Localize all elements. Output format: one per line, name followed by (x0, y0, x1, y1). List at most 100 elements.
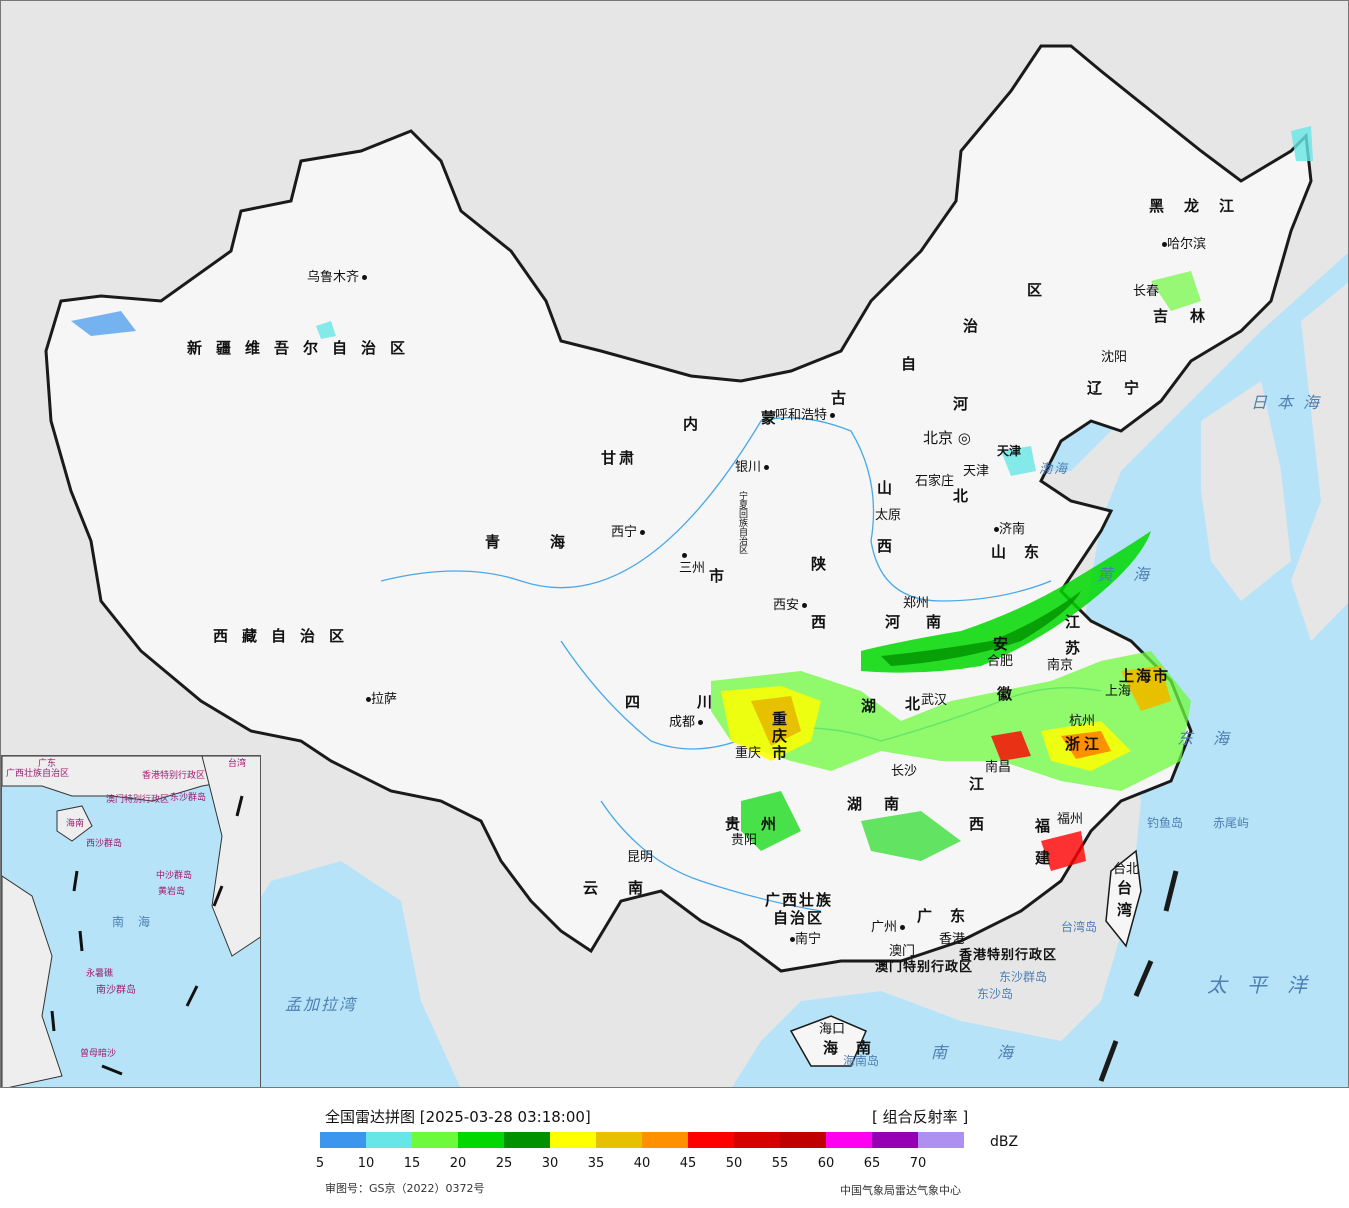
color-swatch-55 (780, 1132, 826, 1148)
province-taiwan-wan: 湾 (1117, 901, 1147, 919)
scale-tick-35: 35 (587, 1156, 605, 1171)
city-chongqing: 重庆 (735, 746, 762, 761)
color-swatch-10 (366, 1132, 412, 1148)
scale-tick-30: 30 (541, 1156, 559, 1171)
city-kunming: 昆明 (627, 850, 654, 865)
province-shanghai: 上海市 (1119, 667, 1171, 685)
scale-tick-60: 60 (817, 1156, 835, 1171)
province-guangxi-2: 自治区 (773, 909, 825, 927)
province-anhui-hui: 徽 (997, 685, 1027, 703)
island-dongsha-qundao: 东沙群岛 (999, 970, 1048, 984)
island-hainan: 海南岛 (843, 1054, 880, 1068)
color-swatch-25 (504, 1132, 550, 1148)
color-swatch-15 (412, 1132, 458, 1148)
boundary-dashes (1098, 870, 1179, 1082)
city-shanghai: 上海 (1105, 684, 1132, 699)
scale-tick-45: 45 (679, 1156, 697, 1171)
city-hangzhou: 杭州 (1069, 714, 1096, 729)
province-shaanxi-shan: 陕 (811, 555, 841, 573)
scale-tick-20: 20 (449, 1156, 467, 1171)
scale-tick-65: 65 (863, 1156, 881, 1171)
province-guangxi-1: 广西壮族 (765, 891, 834, 909)
color-swatch-65 (872, 1132, 918, 1148)
south-china-sea-inset: 广东 广西壮族自治区 台湾 海南 香港特别行政区 澳门特别行政区 东沙群岛 西沙… (1, 755, 261, 1087)
province-liaoning: 辽宁 (1087, 379, 1162, 397)
inset-label-hainan: 海南 (66, 819, 85, 829)
province-jiangsu-jiang: 江 (1065, 613, 1095, 631)
city-changchun: 长春 (1133, 284, 1160, 299)
province-hongkong-sar: 香港特别行政区 (959, 948, 1058, 963)
city-xining: 西宁 (611, 526, 646, 539)
city-changsha: 长沙 (891, 764, 918, 779)
inset-label-huangyan: 黄岩岛 (158, 887, 186, 897)
color-swatch-5 (320, 1132, 366, 1148)
province-neimenggu-nei: 内 (683, 415, 713, 433)
island-taiwan: 台湾岛 (1061, 920, 1098, 934)
legend-title: 全国雷达拼图 [2025-03-28 03:18:00] (325, 1108, 591, 1126)
province-hebei-bei: 北 (953, 487, 983, 505)
province-guizhou-zhou: 州 (761, 815, 791, 833)
inset-label-guangxi: 广西壮族自治区 (6, 769, 70, 779)
province-xizang: 西藏自治区 (213, 627, 359, 645)
province-jiangxi-jiang: 江 (969, 775, 999, 793)
city-lanzhou: 三州 (679, 549, 705, 575)
scale-tick-10: 10 (357, 1156, 375, 1171)
province-taiwan-tai: 台 (1117, 879, 1147, 897)
city-beijing: 北京 ◎ (923, 429, 971, 447)
province-yunnan: 云南 (583, 879, 674, 897)
bay-of-bengal: 孟加拉湾 (285, 995, 358, 1014)
sea-bohai: 渤海 (1039, 462, 1070, 477)
province-jilin: 吉林 (1153, 307, 1228, 325)
city-harbin: 哈尔滨 (1159, 238, 1206, 251)
province-neimenggu-gu: 古 (831, 389, 861, 407)
city-haikou: 海口 (819, 1022, 846, 1037)
inset-label-xisha: 西沙群岛 (86, 839, 123, 849)
city-jinan: 济南 (991, 523, 1025, 536)
city-tianjin: 天津 (963, 464, 990, 479)
province-guangdong: 广东 (917, 907, 984, 925)
city-taiyuan: 太原 (875, 508, 902, 523)
inset-label-nanhai: 南海 (112, 915, 165, 929)
legend-product-name: [ 组合反射率 ] (872, 1108, 969, 1126)
inset-label-guangdong: 广东 (38, 759, 57, 769)
province-chongqing: 重庆市 (770, 711, 788, 762)
province-gansu: 甘肃 (601, 449, 638, 467)
city-chengdu: 成都 (669, 716, 704, 729)
korea-land (1201, 381, 1291, 601)
province-sichuan-si: 四 (625, 693, 655, 711)
inset-label-zhongsha: 中沙群岛 (156, 871, 193, 881)
province-sichuan-chuan: 川 (697, 693, 727, 711)
legend-panel (0, 1088, 1349, 1208)
radar-map[interactable]: 新疆维吾尔自治区 西藏自治区 青海 甘肃 内 蒙 古 自 治 区 黑龙江 吉林 … (0, 0, 1349, 1088)
color-swatch-60 (826, 1132, 872, 1148)
province-jiangsu-su: 苏 (1065, 639, 1095, 657)
city-shenyang: 沈阳 (1101, 350, 1128, 365)
province-neimenggu-zhi: 治 (963, 317, 993, 335)
province-hunan: 湖南 (847, 795, 922, 813)
sea-yellow: 黄海 (1097, 565, 1170, 584)
inset-label-taiwan: 台湾 (228, 759, 247, 769)
sea-japan: 日本海 (1251, 393, 1330, 412)
color-swatch-30 (550, 1132, 596, 1148)
city-macau: 澳门 (889, 944, 916, 959)
inset-label-nansha: 南沙群岛 (96, 985, 136, 996)
city-wuhan: 武汉 (921, 693, 948, 708)
city-taibei: 台北 (1113, 862, 1140, 877)
city-nanjing: 南京 (1047, 658, 1074, 673)
city-guiyang: 贵阳 (731, 833, 758, 848)
ocean (732, 252, 1348, 1087)
province-macau-sar: 澳门特别行政区 (875, 960, 974, 975)
hainan-island (789, 1015, 867, 1067)
island-diaoyu: 钓鱼岛 (1147, 816, 1184, 830)
province-heilongjiang: 黑龙江 (1149, 197, 1255, 215)
province-anhui-an: 安 (993, 635, 1023, 653)
province-ningxia: 宁夏回族自治区 (737, 491, 747, 554)
city-xian: 西安 (773, 599, 808, 612)
color-scale-bar (320, 1132, 964, 1148)
island-dongsha-dao: 东沙岛 (977, 987, 1014, 1001)
city-guangzhou: 广州 (871, 921, 906, 934)
scale-tick-50: 50 (725, 1156, 743, 1171)
city-fuzhou: 福州 (1057, 812, 1084, 827)
city-hefei: 合肥 (987, 654, 1014, 669)
city-lhasa: 拉萨 (363, 693, 397, 706)
